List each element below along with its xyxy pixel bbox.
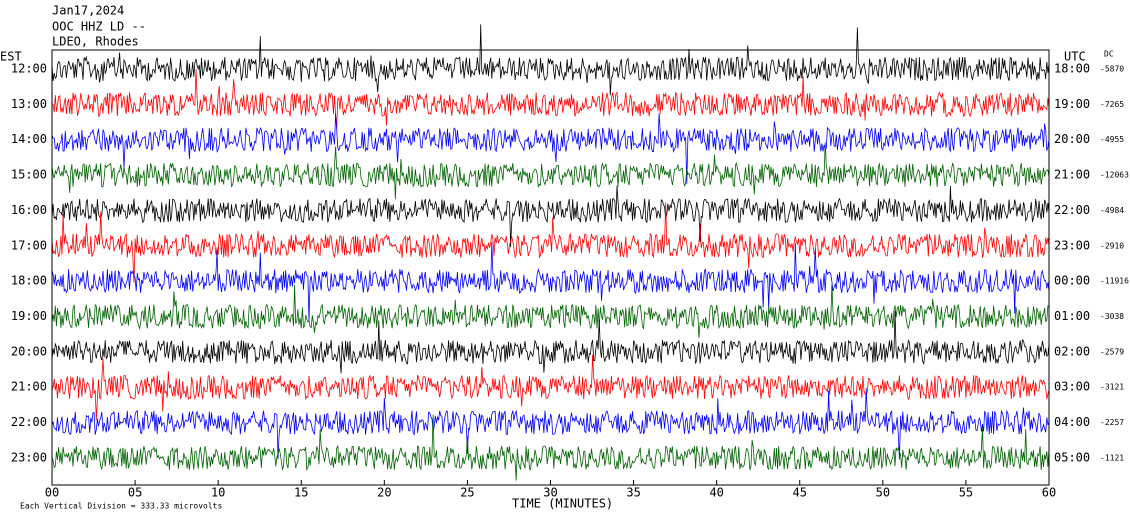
dc-value: -2257: [1100, 418, 1124, 427]
seismic-trace: [51, 242, 1050, 322]
est-label: 15:00: [11, 168, 47, 182]
x-tick-label: 40: [709, 486, 723, 500]
dc-value: -4955: [1100, 135, 1124, 144]
seismic-trace: [51, 202, 1050, 283]
dc-value: -2910: [1100, 241, 1124, 250]
x-tick-label: 45: [793, 486, 807, 500]
est-label: 21:00: [11, 380, 47, 394]
x-tick-label: 35: [626, 486, 640, 500]
network: LDEO, Rhodes: [52, 35, 139, 49]
est-label: 17:00: [11, 238, 47, 252]
footer: Each Vertical Division = 333.33 microvol…: [20, 502, 222, 511]
left-axis-label: EST: [0, 50, 22, 64]
x-tick-label: 50: [876, 486, 890, 500]
utc-label: 01:00: [1054, 309, 1090, 323]
est-label: 23:00: [11, 450, 47, 464]
seismic-trace: [51, 185, 1050, 248]
utc-label: 18:00: [1054, 62, 1090, 76]
station: OOC HHZ LD --: [52, 20, 146, 34]
utc-label: 00:00: [1054, 274, 1090, 288]
dc-value: -7265: [1100, 100, 1124, 109]
right-axis-label: UTC: [1064, 50, 1086, 64]
x-tick-label: 55: [959, 486, 973, 500]
utc-label: 03:00: [1054, 380, 1090, 394]
x-tick-label: 05: [128, 486, 142, 500]
est-label: 14:00: [11, 132, 47, 146]
est-label: 22:00: [11, 415, 47, 429]
seismic-trace: [51, 24, 1050, 96]
utc-label: 04:00: [1054, 415, 1090, 429]
utc-label: 21:00: [1054, 168, 1090, 182]
utc-label: 20:00: [1054, 132, 1090, 146]
x-tick-label: 00: [45, 486, 59, 500]
x-axis-label: TIME (MINUTES): [512, 497, 613, 511]
dc-value: -5870: [1100, 65, 1124, 74]
est-label: 18:00: [11, 274, 47, 288]
utc-label: 05:00: [1054, 450, 1090, 464]
seismic-trace: [51, 69, 1050, 129]
dc-label: DC: [1104, 50, 1114, 59]
est-label: 13:00: [11, 97, 47, 111]
seismic-trace: [51, 142, 1050, 200]
x-tick-label: 60: [1042, 486, 1056, 500]
dc-value: -2579: [1100, 347, 1124, 356]
x-tick-label: 15: [294, 486, 308, 500]
seismic-trace: [51, 284, 1050, 339]
x-tick-label: 30: [543, 486, 557, 500]
utc-label: 19:00: [1054, 97, 1090, 111]
traces: [51, 24, 1050, 481]
utc-label: 22:00: [1054, 203, 1090, 217]
dc-value: -12063: [1100, 171, 1129, 180]
est-label: 20:00: [11, 344, 47, 358]
est-label: 16:00: [11, 203, 47, 217]
dc-value: -4984: [1100, 206, 1124, 215]
seismic-trace: [51, 388, 1050, 460]
seismic-trace: [51, 414, 1050, 481]
x-tick-label: 10: [211, 486, 225, 500]
dc-value: -11916: [1100, 277, 1129, 286]
dc-value: -1121: [1100, 453, 1124, 462]
utc-label: 02:00: [1054, 344, 1090, 358]
x-tick-label: 20: [377, 486, 391, 500]
est-label: 12:00: [11, 62, 47, 76]
seismic-trace: [51, 113, 1050, 184]
seismic-trace: [51, 354, 1050, 420]
seismic-trace: [51, 310, 1050, 374]
utc-label: 23:00: [1054, 238, 1090, 252]
x-tick-label: 25: [460, 486, 474, 500]
date: Jan17,2024: [52, 4, 124, 18]
dc-value: -3038: [1100, 312, 1124, 321]
dc-value: -3121: [1100, 383, 1124, 392]
est-label: 19:00: [11, 309, 47, 323]
